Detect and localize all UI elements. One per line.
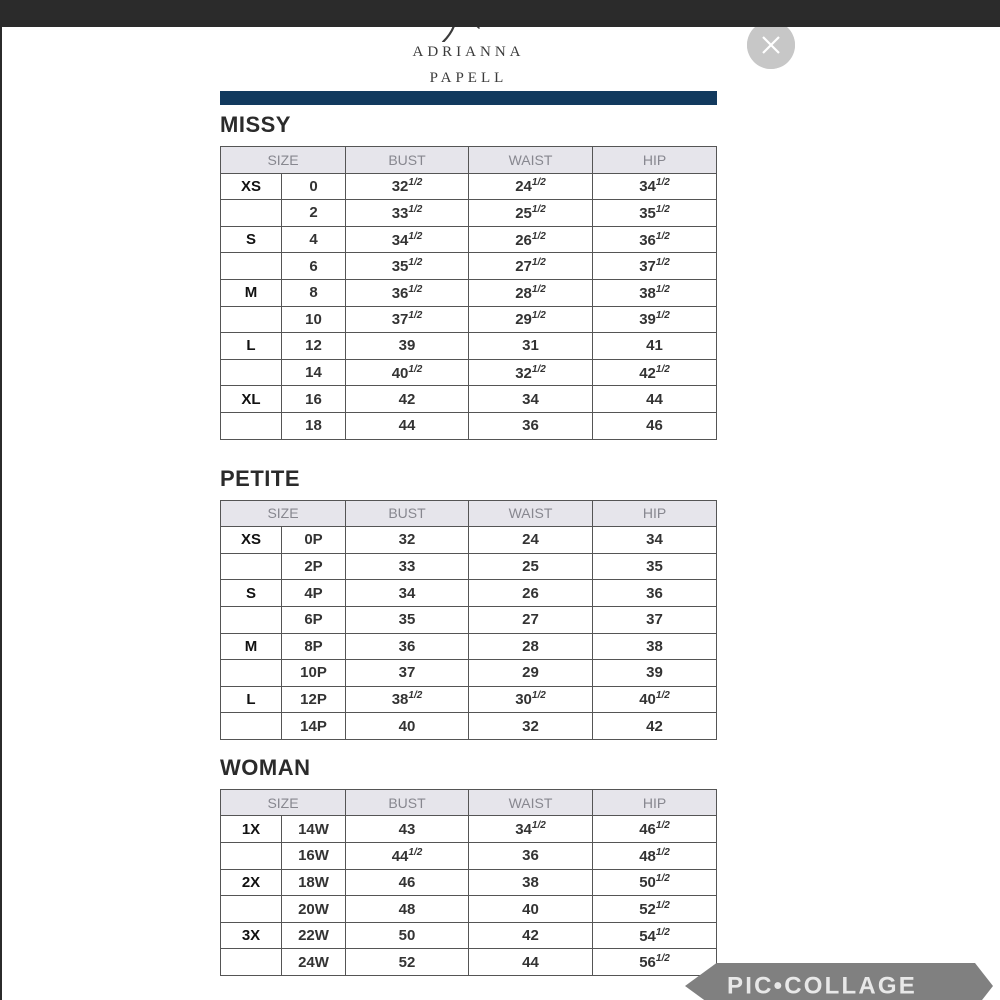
svg-text:PIC•COLLAGE: PIC•COLLAGE xyxy=(727,972,917,999)
